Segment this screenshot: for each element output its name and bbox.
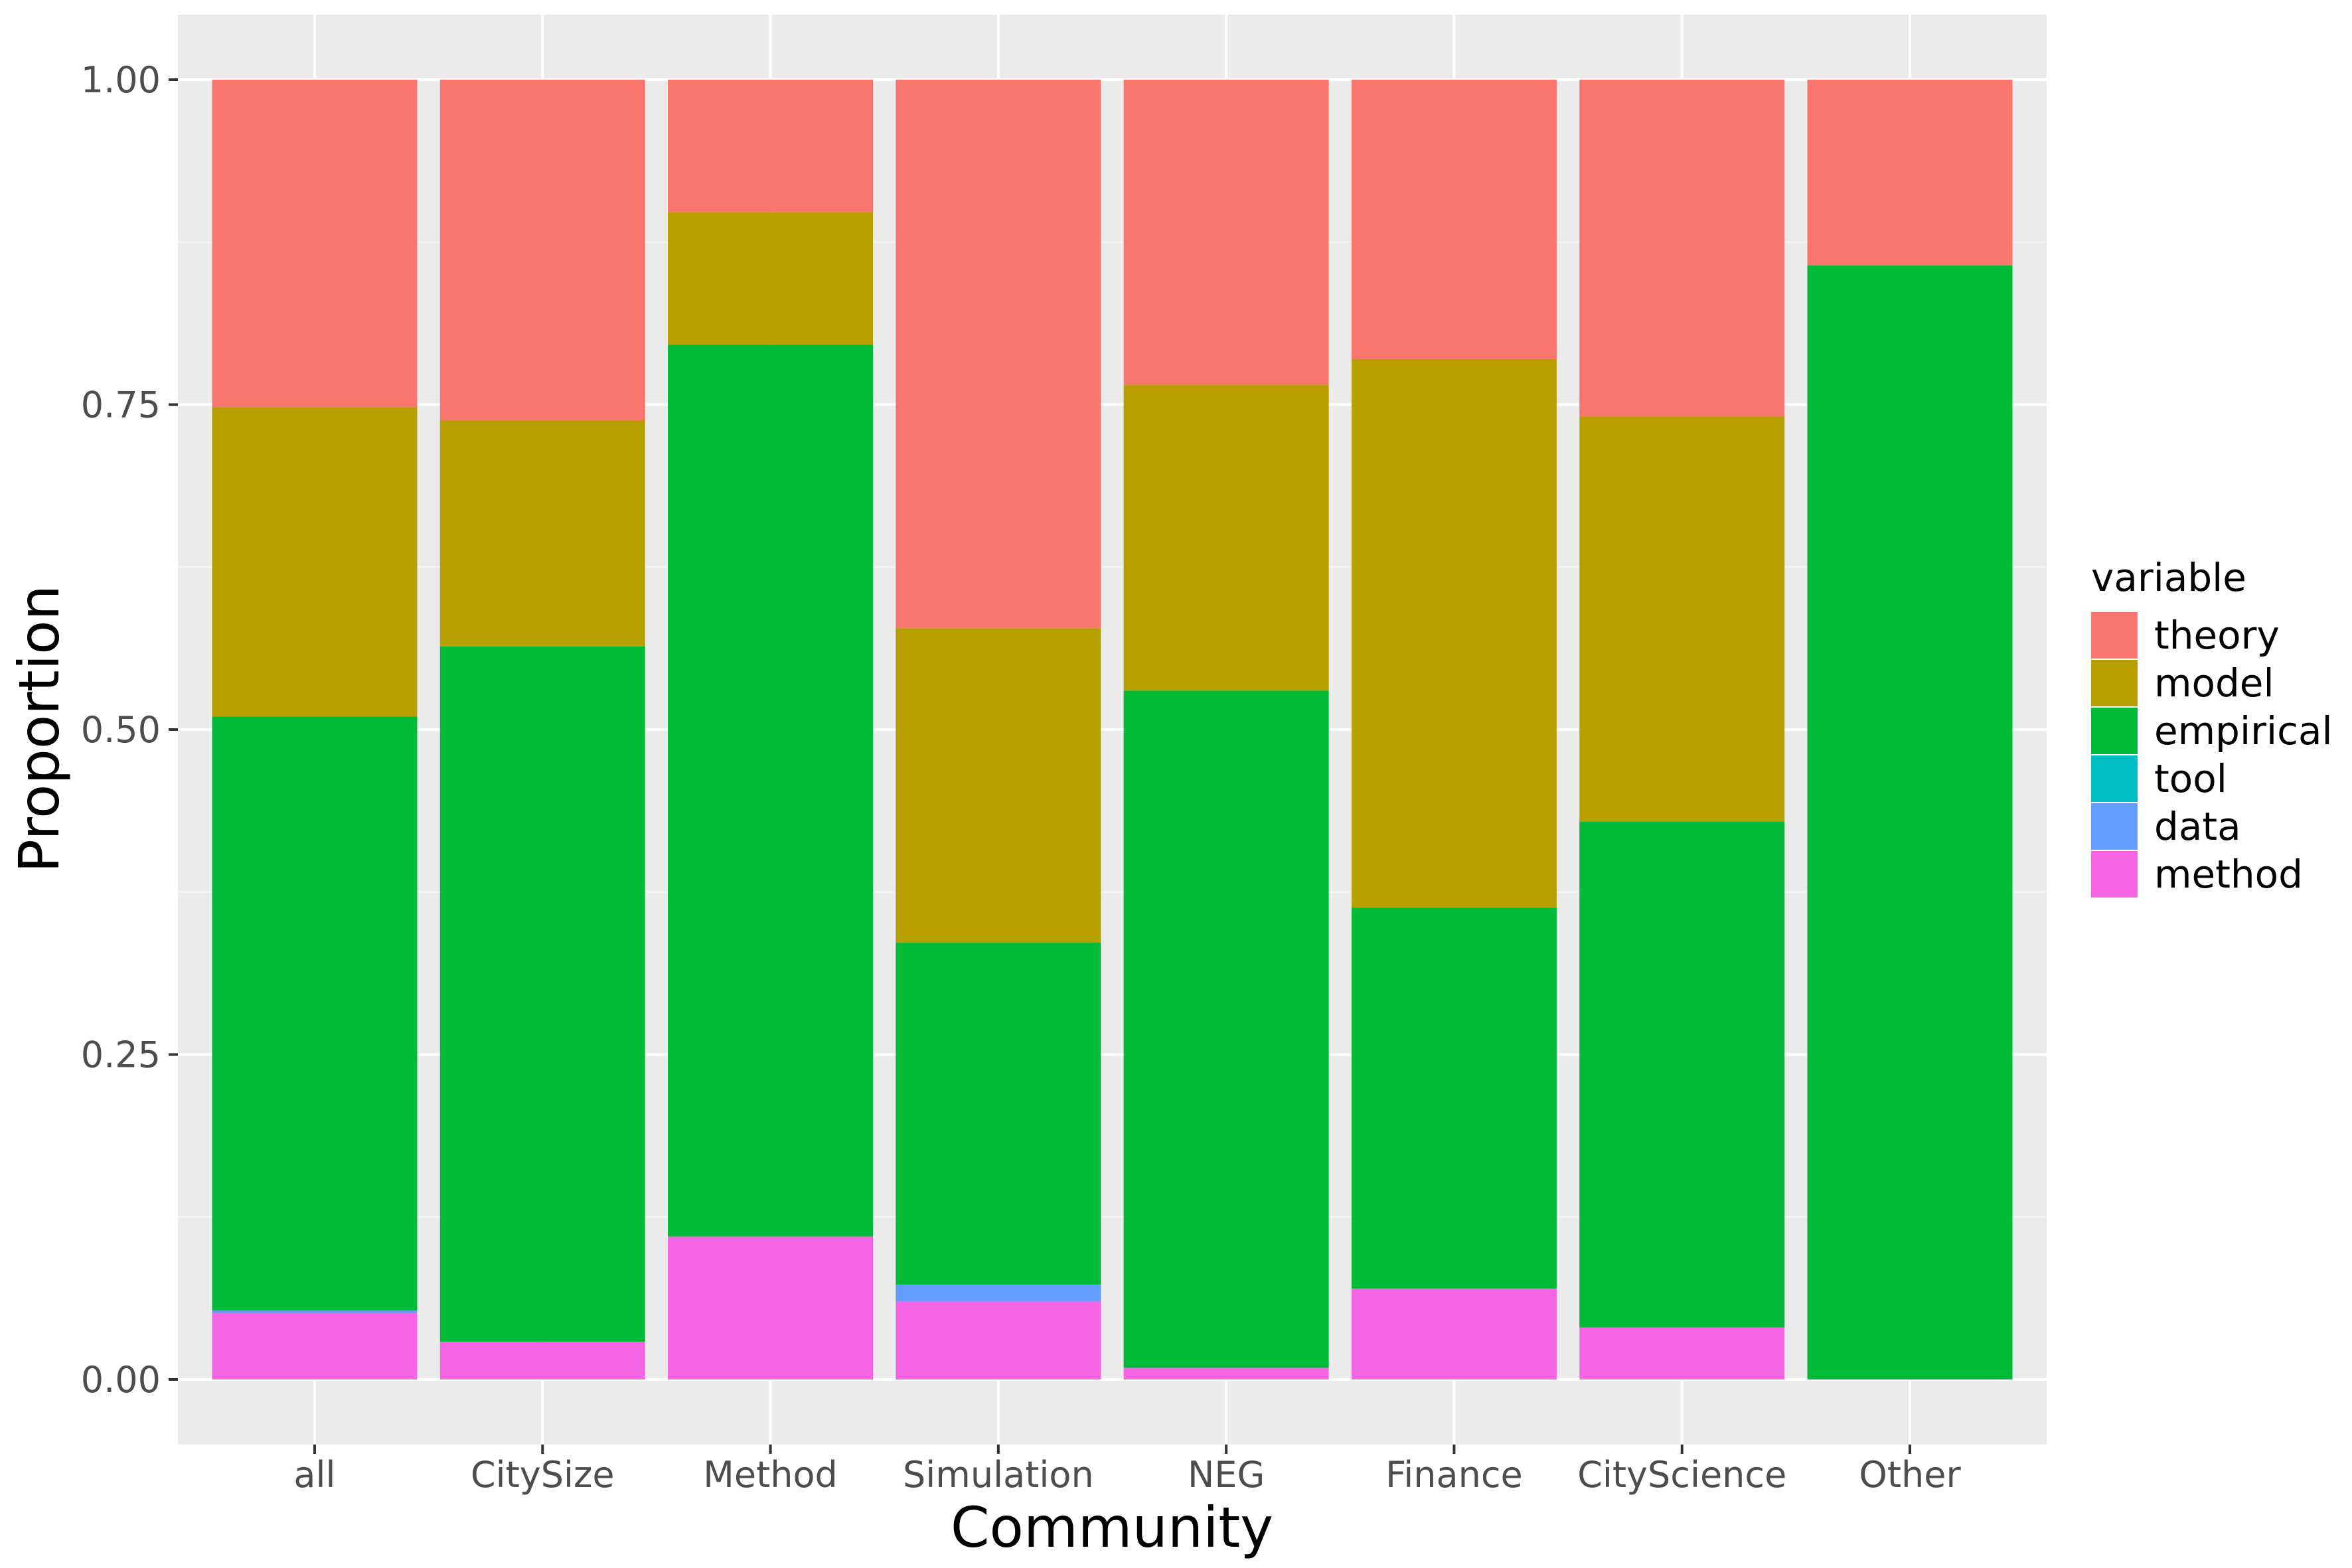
y-tick-label-1: 0.25 [81, 1034, 161, 1076]
x-tick-label-1: CitySize [471, 1454, 615, 1496]
bar-Method-model [668, 212, 874, 345]
x-tick-label-4: NEG [1188, 1454, 1265, 1496]
legend-label-method: method [2154, 852, 2303, 897]
legend-key-data [2091, 803, 2138, 850]
bar-stacks [212, 80, 2013, 1379]
bar-all-method [212, 1313, 418, 1379]
bar-Other-empirical [1807, 265, 2013, 1379]
bar-NEG-method [1123, 1368, 1329, 1379]
y-axis-title: Proportion [7, 585, 72, 872]
bar-Finance-model [1351, 358, 1557, 908]
y-axis: 0.00 0.25 0.50 0.75 1.00 [81, 59, 178, 1401]
y-tick-label-2: 0.50 [81, 709, 161, 751]
bar-NEG-model [1123, 385, 1329, 691]
bar-NEG-theory [1123, 80, 1329, 386]
x-axis-title: Community [951, 1495, 1273, 1560]
y-tick-label-4: 1.00 [81, 59, 161, 101]
bar-Finance-empirical [1351, 907, 1557, 1289]
bar-Finance-theory [1351, 80, 1557, 359]
bar-Method-empirical [668, 345, 874, 1237]
legend-label-data: data [2154, 804, 2241, 849]
bar-Simulation-empirical [896, 943, 1101, 1285]
bar-Method-method [668, 1236, 874, 1379]
bar-all-data [212, 1310, 418, 1314]
bar-CityScience-empirical [1579, 822, 1785, 1328]
bar-CitySize-method [439, 1342, 645, 1379]
bar-all-model [212, 407, 418, 717]
bar-Method-theory [668, 80, 874, 212]
bar-all-theory [212, 80, 418, 408]
bar-all-empirical [212, 716, 418, 1311]
legend: variable theorymodelempiricaltooldatamet… [2091, 555, 2333, 898]
bar-Simulation-data [896, 1285, 1101, 1302]
bar-Simulation-model [896, 628, 1101, 943]
legend-key-empirical [2091, 708, 2138, 754]
x-tick-label-6: CityScience [1577, 1454, 1786, 1496]
bar-CityScience-method [1579, 1327, 1785, 1379]
legend-label-model: model [2154, 661, 2274, 706]
legend-label-tool: tool [2154, 756, 2227, 801]
bar-CitySize-model [439, 420, 645, 647]
x-tick-label-3: Simulation [903, 1454, 1094, 1496]
legend-key-tool [2091, 755, 2138, 802]
legend-key-model [2091, 660, 2138, 706]
bar-Finance-method [1351, 1288, 1557, 1379]
bar-Simulation-theory [896, 80, 1101, 629]
x-axis: all CitySize Method Simulation NEG Finance Cit… [293, 1445, 1961, 1496]
bar-Other-theory [1807, 80, 2013, 266]
x-tick-label-2: Method [703, 1454, 838, 1496]
x-tick-label-7: Other [1859, 1454, 1961, 1496]
legend-key-theory [2091, 612, 2138, 659]
bar-Simulation-method [896, 1301, 1101, 1379]
legend-label-empirical: empirical [2154, 708, 2333, 753]
bar-CitySize-theory [439, 80, 645, 420]
legend-title: variable [2091, 555, 2246, 600]
legend-key-method [2091, 851, 2138, 898]
legend-label-theory: theory [2154, 613, 2280, 658]
y-tick-label-0: 0.00 [81, 1359, 161, 1401]
x-tick-label-0: all [293, 1454, 335, 1496]
bar-CityScience-theory [1579, 80, 1785, 417]
x-tick-label-5: Finance [1385, 1454, 1523, 1496]
bar-CitySize-empirical [439, 646, 645, 1342]
y-tick-label-3: 0.75 [81, 384, 161, 426]
bar-CityScience-model [1579, 416, 1785, 823]
bar-NEG-empirical [1123, 690, 1329, 1368]
